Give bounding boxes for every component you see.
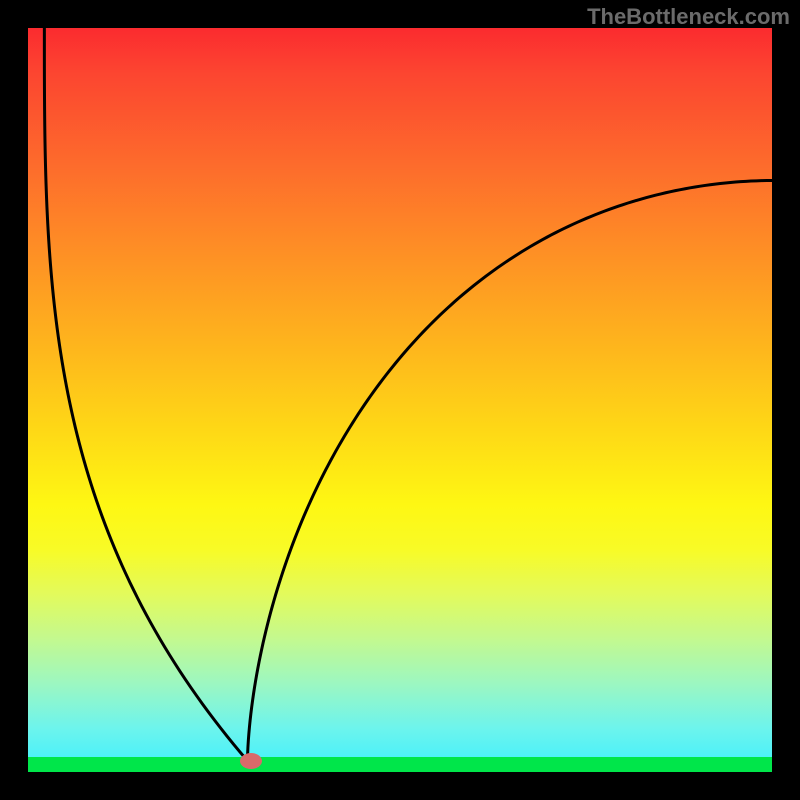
plot-area bbox=[28, 28, 772, 772]
bottleneck-curve bbox=[28, 28, 772, 772]
watermark-text: TheBottleneck.com bbox=[587, 4, 790, 30]
vertex-marker bbox=[240, 753, 262, 769]
chart-outer: TheBottleneck.com bbox=[0, 0, 800, 800]
